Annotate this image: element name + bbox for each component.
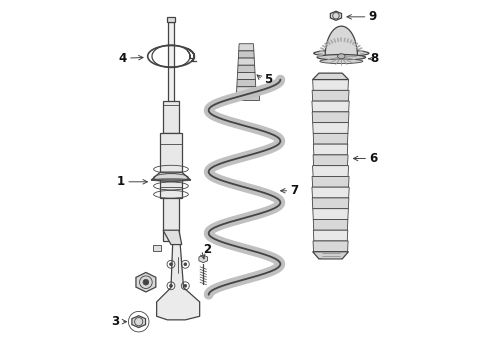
Text: 8: 8 [369, 52, 378, 65]
Polygon shape [311, 176, 348, 187]
Text: 6: 6 [369, 152, 377, 165]
Polygon shape [136, 273, 156, 292]
Polygon shape [163, 198, 179, 241]
Text: 2: 2 [203, 243, 210, 256]
Polygon shape [236, 87, 256, 94]
Polygon shape [312, 166, 348, 176]
Polygon shape [238, 51, 254, 58]
Polygon shape [238, 58, 254, 65]
Polygon shape [312, 241, 347, 252]
Circle shape [183, 284, 186, 287]
Polygon shape [152, 244, 160, 251]
Polygon shape [311, 101, 348, 112]
Polygon shape [311, 90, 348, 101]
Polygon shape [312, 134, 347, 144]
Polygon shape [233, 94, 259, 100]
Ellipse shape [313, 50, 368, 56]
Polygon shape [237, 65, 254, 72]
Ellipse shape [317, 54, 365, 60]
Polygon shape [311, 112, 348, 123]
Text: 5: 5 [263, 73, 271, 86]
Polygon shape [312, 73, 348, 80]
Polygon shape [238, 44, 253, 51]
Polygon shape [236, 80, 255, 87]
Text: 4: 4 [118, 51, 126, 64]
Text: 3: 3 [111, 315, 119, 328]
Circle shape [169, 284, 172, 287]
Polygon shape [156, 241, 199, 320]
Polygon shape [311, 198, 348, 209]
Polygon shape [312, 252, 348, 259]
Polygon shape [151, 172, 190, 180]
Polygon shape [312, 209, 347, 220]
Polygon shape [237, 72, 255, 80]
Polygon shape [163, 101, 179, 134]
Polygon shape [167, 17, 175, 22]
Polygon shape [313, 230, 347, 241]
Polygon shape [199, 255, 207, 263]
Text: 7: 7 [290, 184, 298, 197]
Polygon shape [168, 22, 174, 108]
Polygon shape [163, 230, 182, 244]
Text: 1: 1 [117, 175, 124, 188]
Polygon shape [330, 11, 341, 20]
Polygon shape [313, 144, 347, 155]
Polygon shape [312, 80, 348, 90]
Circle shape [183, 263, 186, 266]
Polygon shape [325, 26, 357, 56]
Polygon shape [313, 220, 347, 230]
Polygon shape [132, 316, 145, 328]
Ellipse shape [337, 54, 345, 59]
Ellipse shape [319, 59, 362, 64]
Circle shape [169, 263, 172, 266]
Circle shape [142, 279, 148, 285]
Polygon shape [312, 123, 348, 134]
Polygon shape [160, 134, 182, 198]
Polygon shape [311, 187, 348, 198]
Text: 9: 9 [368, 10, 376, 23]
Polygon shape [312, 155, 347, 166]
